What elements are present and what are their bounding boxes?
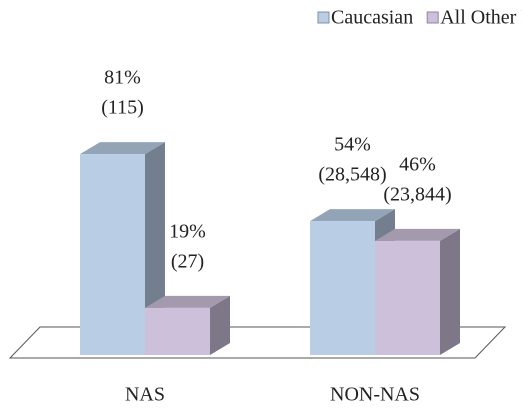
value-label: 81% <box>104 67 141 89</box>
bar <box>310 221 375 355</box>
x-tick-label: NAS <box>125 384 165 406</box>
count-label: (115) <box>101 97 144 119</box>
bar-top <box>145 295 230 308</box>
bar-top <box>80 142 165 155</box>
value-label: 54% <box>334 134 371 156</box>
count-label: (28,548) <box>318 164 386 186</box>
value-label: 46% <box>399 154 436 176</box>
bar <box>375 240 440 355</box>
bar <box>145 307 210 355</box>
legend-label: All Other Races <box>440 7 522 29</box>
legend-swatch <box>426 11 439 24</box>
bar-side <box>440 228 460 355</box>
value-label: 19% <box>169 220 206 242</box>
count-label: (27) <box>171 250 204 272</box>
bar <box>80 154 145 355</box>
bar-top <box>310 209 395 222</box>
count-label: (23,844) <box>383 184 451 206</box>
legend-label: Caucasian <box>331 7 413 29</box>
legend-swatch <box>317 11 330 24</box>
bar-top <box>375 228 460 241</box>
x-tick-label: NON-NAS <box>330 384 420 406</box>
bar-side <box>210 295 230 355</box>
